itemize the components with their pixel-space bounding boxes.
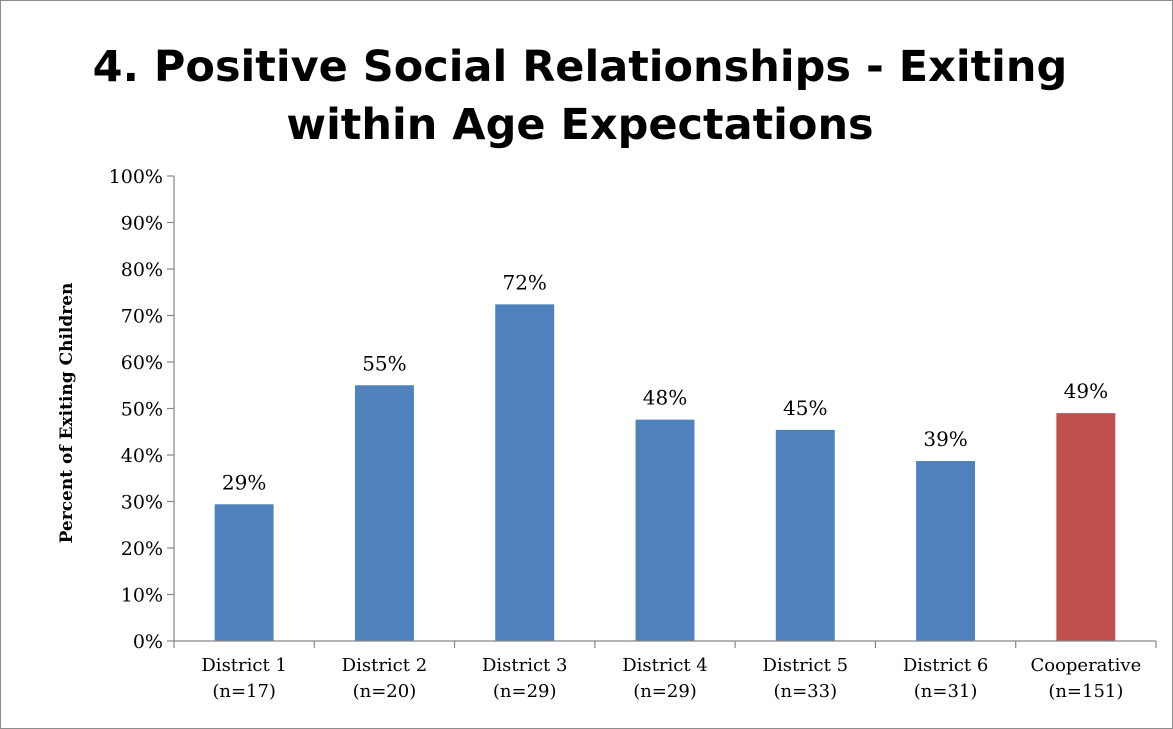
- x-category-label: District 2: [342, 655, 428, 676]
- data-label: 49%: [1064, 379, 1108, 403]
- bar: [775, 429, 835, 641]
- bar: [916, 461, 976, 641]
- bar-series: [214, 304, 1116, 641]
- data-label: 39%: [923, 427, 967, 451]
- bar: [1056, 413, 1116, 641]
- x-category-label: District 5: [763, 655, 849, 676]
- bar: [354, 385, 414, 641]
- x-category-label: District 1: [201, 655, 287, 676]
- y-tick-label: 40%: [121, 445, 163, 467]
- data-label: 55%: [362, 351, 406, 375]
- x-category-label: Cooperative: [1030, 655, 1141, 676]
- data-label: 72%: [502, 270, 546, 294]
- x-category-count: (n=29): [493, 681, 557, 702]
- y-tick-label: 20%: [121, 538, 163, 560]
- y-axis-title: Percent of Exiting Children: [57, 283, 77, 544]
- x-category-count: (n=31): [914, 681, 978, 702]
- y-tick-label: 30%: [121, 492, 163, 514]
- x-category-count: (n=20): [353, 681, 417, 702]
- x-category-label: District 6: [903, 655, 989, 676]
- chart-title: 4. Positive Social Relationships - Exiti…: [92, 42, 1068, 150]
- y-tick-label: 100%: [109, 166, 163, 188]
- y-axis: 0% 10% 20% 30% 40% 50% 60% 70% 80% 90% 100%: [109, 166, 175, 653]
- y-tick-label: 90%: [121, 213, 163, 235]
- y-tick-label: 50%: [121, 399, 163, 421]
- y-tick-label: 70%: [121, 306, 163, 328]
- y-tick-label: 60%: [121, 352, 163, 374]
- data-label: 45%: [783, 396, 827, 420]
- x-category-label: District 3: [482, 655, 568, 676]
- x-category-count: (n=151): [1048, 681, 1123, 702]
- y-tick-label: 10%: [121, 585, 163, 607]
- data-labels: 29% 55% 72% 48% 45% 39% 49%: [222, 270, 1108, 494]
- data-label: 48%: [643, 386, 687, 410]
- x-category-count: (n=33): [773, 681, 837, 702]
- data-label: 29%: [222, 470, 266, 494]
- x-axis: District 1 (n=17) District 2 (n=20) District…: [173, 640, 1157, 702]
- bar: [635, 419, 695, 641]
- x-category-label: District 4: [622, 655, 708, 676]
- y-tick-label: 0%: [133, 631, 163, 653]
- x-category-count: (n=17): [212, 681, 276, 702]
- bar: [495, 304, 555, 641]
- y-tick-label: 80%: [121, 259, 163, 281]
- x-category-count: (n=29): [633, 681, 697, 702]
- bar: [214, 504, 274, 641]
